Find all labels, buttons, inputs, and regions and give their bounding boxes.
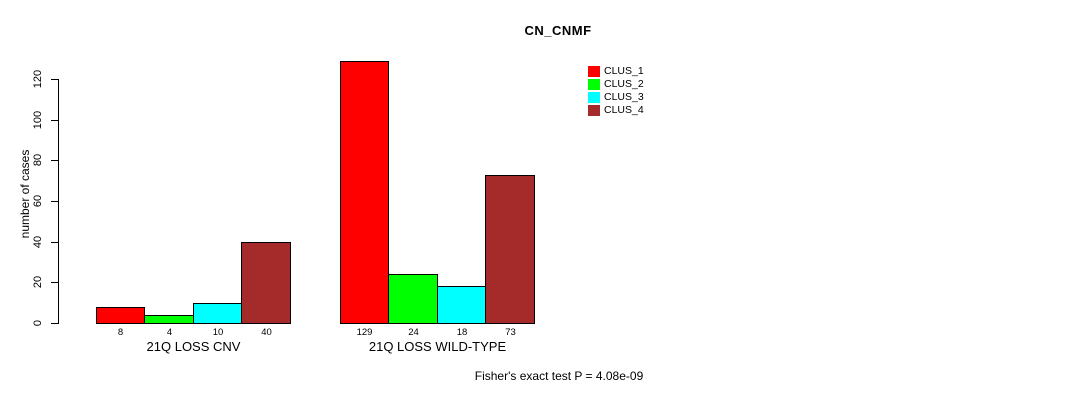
y-axis-tick: [51, 120, 58, 121]
y-axis-tick: [51, 282, 58, 283]
bar-clus_4: [241, 242, 291, 324]
bar-clus_1: [340, 61, 389, 324]
y-axis-label: number of cases: [18, 149, 32, 239]
bar-value-label: 10: [212, 327, 224, 338]
y-axis-tick-label: 40: [32, 235, 44, 249]
y-axis-tick: [51, 242, 58, 243]
y-axis-tick-label: 0: [32, 319, 44, 327]
bar-clus_3: [193, 303, 242, 324]
legend: CLUS_1 CLUS_2 CLUS_3 CLUS_4: [588, 65, 644, 117]
bar-value-label: 18: [456, 327, 468, 338]
y-axis-tick-label: 100: [32, 110, 44, 130]
legend-swatch: [588, 105, 600, 116]
legend-item: CLUS_3: [588, 91, 644, 104]
bar-value-label: 40: [261, 327, 272, 338]
bar-value-label: 73: [505, 327, 516, 338]
chart-title: CN_CNMF: [524, 23, 592, 38]
legend-label: CLUS_4: [604, 104, 644, 116]
y-axis-tick: [51, 323, 58, 324]
legend-swatch: [588, 92, 600, 103]
y-axis-tick-label: 20: [32, 275, 44, 289]
y-axis-tick-label: 80: [32, 153, 44, 167]
y-axis-tick-label: 120: [32, 69, 44, 89]
bar-value-label: 4: [166, 327, 173, 338]
legend-item: CLUS_1: [588, 65, 644, 78]
legend-item: CLUS_4: [588, 104, 644, 117]
bar-clus_2: [144, 315, 194, 324]
bar-value-label: 129: [356, 327, 373, 338]
legend-label: CLUS_2: [604, 78, 644, 90]
y-axis-line: [58, 79, 59, 324]
bar-value-label: 8: [117, 327, 124, 338]
bar-clus_1: [96, 307, 145, 324]
annotation-text: Fisher's exact test P = 4.08e-09: [474, 369, 644, 383]
y-axis-tick-label: 60: [32, 194, 44, 208]
category-label: 21Q LOSS WILD-TYPE: [368, 339, 507, 354]
legend-label: CLUS_1: [604, 65, 644, 77]
legend-swatch: [588, 66, 600, 77]
legend-label: CLUS_3: [604, 91, 644, 103]
legend-swatch: [588, 79, 600, 90]
y-axis-tick: [51, 201, 58, 202]
y-axis-tick: [51, 79, 58, 80]
bar-clus_4: [485, 175, 535, 324]
y-axis-tick: [51, 160, 58, 161]
bar-value-label: 24: [408, 327, 419, 338]
legend-item: CLUS_2: [588, 78, 644, 91]
bar-clus_3: [437, 286, 486, 324]
bar-clus_2: [388, 274, 438, 324]
category-label: 21Q LOSS CNV: [146, 339, 241, 354]
